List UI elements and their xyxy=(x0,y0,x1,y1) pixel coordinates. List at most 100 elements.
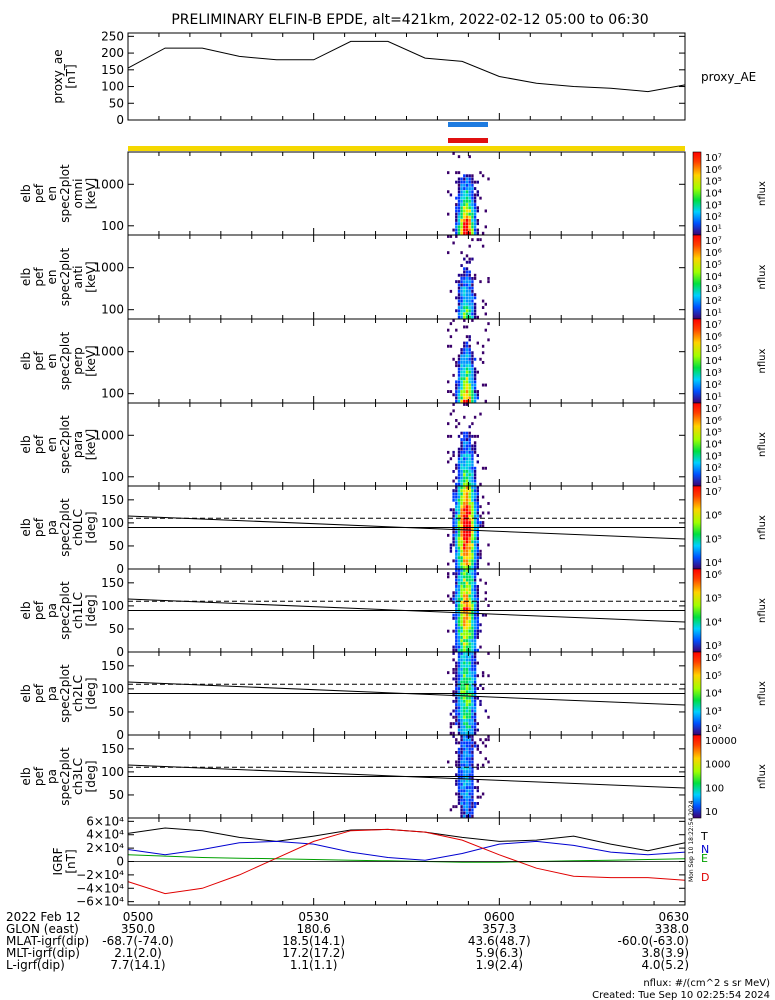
heatmap-cell xyxy=(468,450,471,454)
heatmap-cell xyxy=(487,562,490,566)
heatmap-cell xyxy=(476,527,479,531)
heatmap-cell xyxy=(460,623,463,627)
x-axis-row-value: 180.6 xyxy=(296,922,330,936)
heatmap-cell xyxy=(471,315,474,319)
heatmap-cell xyxy=(457,386,461,390)
heatmap-cell xyxy=(473,476,477,480)
heatmap-cell xyxy=(452,616,455,620)
heatmap-cell xyxy=(447,434,450,438)
heatmap-cell xyxy=(473,444,477,448)
heatmap-cell xyxy=(468,444,471,448)
heatmap-cell xyxy=(460,594,463,598)
heatmap-cell xyxy=(468,431,471,435)
heatmap-cell xyxy=(473,489,477,493)
colorbar-tick-label: 10³ xyxy=(705,368,722,379)
heatmap-cell xyxy=(465,757,469,761)
heatmap-cell xyxy=(473,492,477,496)
y-axis-label-line: spec2plot xyxy=(58,247,72,306)
heatmap-cell xyxy=(473,636,477,639)
heatmap-cell xyxy=(465,747,469,751)
heatmap-cell xyxy=(457,476,461,480)
heatmap-cell xyxy=(473,645,477,649)
heatmap-cell xyxy=(460,655,463,659)
heatmap-cell xyxy=(457,215,461,219)
heatmap-cell xyxy=(465,325,469,329)
heatmap-cell xyxy=(468,706,471,710)
heatmap-cell xyxy=(455,572,458,576)
heatmap-cell xyxy=(463,302,466,306)
heatmap-cell xyxy=(460,521,463,524)
heatmap-cell xyxy=(476,180,479,184)
heatmap-cell xyxy=(460,222,463,226)
heatmap-cell xyxy=(457,457,461,461)
red-bar xyxy=(448,138,488,143)
heatmap-cell xyxy=(457,786,461,789)
heatmap-cell xyxy=(447,460,450,464)
heatmap-cell xyxy=(473,228,477,232)
colorbar-label: nflux xyxy=(757,598,768,623)
heatmap-cell xyxy=(463,604,466,607)
heatmap-cell xyxy=(465,222,469,226)
heatmap-cell xyxy=(460,183,463,187)
heatmap-cell xyxy=(465,569,469,572)
heatmap-cell xyxy=(460,312,463,316)
heatmap-cell xyxy=(457,709,461,713)
heatmap-cell xyxy=(455,610,458,614)
heatmap-cell xyxy=(460,219,463,222)
heatmap-cell xyxy=(460,438,463,441)
heatmap-cell xyxy=(463,225,466,229)
heatmap-cell xyxy=(455,639,458,643)
heatmap-cell xyxy=(465,786,469,789)
heatmap-cell xyxy=(481,741,485,745)
heatmap-cell xyxy=(457,514,461,518)
heatmap-cell xyxy=(452,517,455,521)
heatmap-cell xyxy=(460,373,463,377)
heatmap-cell xyxy=(463,798,466,802)
heatmap-cell xyxy=(460,351,463,355)
heatmap-cell xyxy=(457,312,461,316)
heatmap-cell xyxy=(455,751,458,754)
heatmap-cell xyxy=(449,193,453,197)
heatmap-cell xyxy=(455,364,458,368)
heatmap-cell xyxy=(463,495,466,499)
heatmap-cell xyxy=(471,789,474,793)
heatmap-cell xyxy=(465,652,469,655)
heatmap-cell xyxy=(463,591,466,595)
heatmap-cell xyxy=(468,652,471,655)
heatmap-cell xyxy=(471,470,474,473)
heatmap-cell xyxy=(460,546,463,550)
heatmap-cell xyxy=(463,578,466,582)
heatmap-cell xyxy=(468,155,471,159)
heatmap-cell xyxy=(457,712,461,716)
heatmap-cell xyxy=(473,741,477,745)
heatmap-cell xyxy=(476,540,479,544)
heatmap-cell xyxy=(468,712,471,716)
heatmap-cell xyxy=(473,273,477,277)
heatmap-cell xyxy=(468,674,471,678)
heatmap-cell xyxy=(465,808,469,812)
heatmap-cell xyxy=(455,556,458,560)
heatmap-cell xyxy=(455,393,458,397)
heatmap-cell xyxy=(473,193,477,197)
heatmap-cell xyxy=(471,454,474,457)
heatmap-cell xyxy=(473,470,477,473)
heatmap-cell xyxy=(487,715,490,719)
heatmap-cell xyxy=(471,696,474,700)
heatmap-cell xyxy=(481,361,485,364)
heatmap-cell xyxy=(463,811,466,815)
heatmap-cell xyxy=(463,315,466,319)
heatmap-cell xyxy=(468,546,471,550)
heatmap-cell xyxy=(468,553,471,556)
heatmap-cell xyxy=(473,466,477,470)
heatmap-cell xyxy=(468,668,471,671)
y-axis-label-line: spec2plot xyxy=(58,331,72,390)
heatmap-cell xyxy=(468,511,471,515)
heatmap-cell xyxy=(471,814,474,818)
y-axis-label-line: en xyxy=(45,270,59,285)
heatmap-cell xyxy=(455,514,458,518)
heatmap-cell xyxy=(465,383,469,387)
heatmap-cell xyxy=(468,537,471,540)
